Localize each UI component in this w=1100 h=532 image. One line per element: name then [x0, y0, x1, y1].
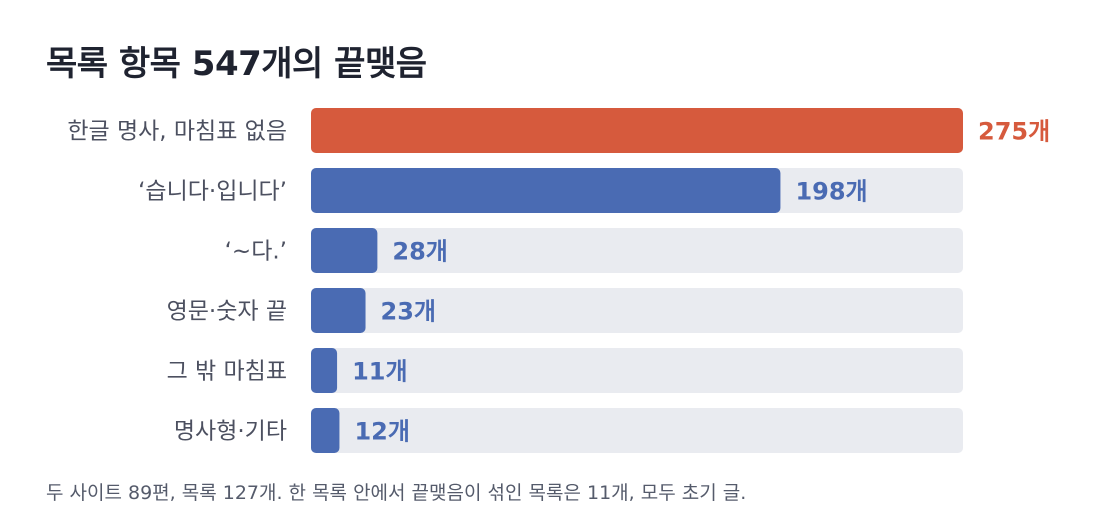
value-label: 28개 [392, 238, 447, 266]
category-label: 영문·숫자 끝 [167, 299, 287, 325]
bar [311, 228, 378, 273]
value-label: 12개 [354, 418, 409, 446]
bar [311, 288, 366, 333]
value-label: 198개 [795, 178, 867, 206]
category-label: 한글 명사, 마침표 없음 [67, 119, 287, 145]
bar-chart: 한글 명사, 마침표 없음 275개 ‘습니다·입니다’ 198개 ‘~다.’ 28개영문… [67, 108, 1050, 453]
bar [311, 408, 340, 453]
category-label: 명사형·기타 [174, 419, 287, 445]
bar-track [311, 288, 963, 333]
bar [311, 168, 781, 213]
value-label: 23개 [381, 298, 436, 326]
bar-track [311, 348, 963, 393]
category-label: ‘습니다·입니다’ [138, 179, 287, 205]
chart-title: 목록 항목 547개의 끝맺음 [46, 44, 427, 84]
bar [311, 108, 963, 153]
category-label: 그 밖 마침표 [167, 359, 287, 385]
value-label: 11개 [352, 358, 407, 386]
bar-track [311, 408, 963, 453]
value-label: 275개 [978, 118, 1050, 146]
category-label: ‘~다.’ [225, 239, 287, 265]
bar [311, 348, 338, 393]
chart-footnote: 두 사이트 89편, 목록 127개. 한 목록 안에서 끝맺음이 섞인 목록은… [46, 482, 747, 504]
bar-track [311, 228, 963, 273]
